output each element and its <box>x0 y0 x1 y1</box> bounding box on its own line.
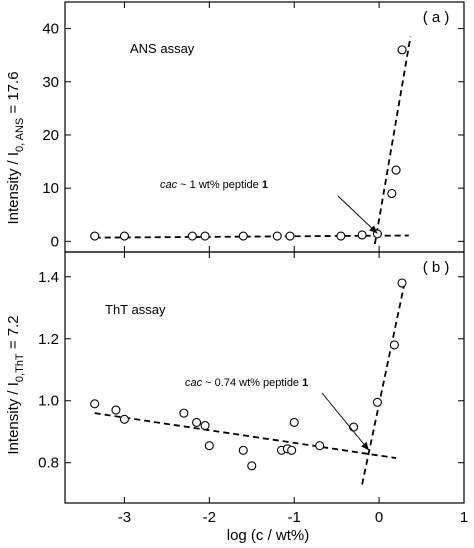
data-point <box>397 278 407 288</box>
fit-line <box>94 412 397 459</box>
y-tick-label: 0.8 <box>38 455 59 472</box>
data-point <box>315 441 325 451</box>
cac-arrow <box>337 195 378 234</box>
assay-label: ANS assay <box>130 41 195 56</box>
data-point <box>204 441 214 451</box>
data-point <box>372 397 382 407</box>
panel-a: 0 10 20 30 40 ( a ) ANS assay cac ~ 1 wt% pepti… <box>42 1 465 253</box>
x-tick-label: 0 <box>375 509 383 526</box>
data-point <box>200 420 210 431</box>
data-point <box>387 188 397 199</box>
x-tick-label: -1 <box>288 509 301 526</box>
data-point <box>179 408 189 418</box>
data-point <box>349 422 359 432</box>
plot-frame <box>64 1 465 253</box>
data-point <box>247 461 257 471</box>
y-tick-label: 0 <box>51 233 59 250</box>
cac-annotation: cac ~ 0.74 wt% peptide 1 <box>185 377 308 389</box>
data-point <box>287 445 297 455</box>
fit-line <box>94 234 409 239</box>
data-point <box>397 45 407 55</box>
shared-x-axis: -3 -2 -1 0 1 <box>118 509 468 526</box>
x-tick-label: 1 <box>460 509 468 526</box>
y-axis-label-b: Intensity / I0,ThT = 7.2 <box>5 315 26 454</box>
fit-line <box>373 36 412 245</box>
data-point <box>336 231 346 241</box>
y-tick-label: 40 <box>42 21 59 38</box>
y-axis-label-a: Intensity / I0, ANS = 17.6 <box>5 71 26 224</box>
data-point <box>272 231 282 241</box>
data-point <box>238 445 248 455</box>
panel-tag: ( a ) <box>423 9 450 26</box>
cac-arrowhead <box>369 225 378 234</box>
y-tick-label: 20 <box>42 127 59 144</box>
y-tick-label: 30 <box>42 74 59 91</box>
data-point <box>90 399 100 409</box>
data-point <box>238 231 248 241</box>
data-point <box>119 414 129 424</box>
data-point <box>90 231 100 241</box>
y-tick-label: 1.2 <box>38 331 59 348</box>
cac-arrow <box>321 392 370 451</box>
assay-label: ThT assay <box>105 302 166 317</box>
data-point <box>285 231 295 241</box>
data-point <box>391 165 401 175</box>
data-point <box>357 230 367 240</box>
plot-frame <box>64 251 465 504</box>
data-point <box>119 231 129 241</box>
x-tick-label: -3 <box>118 509 131 526</box>
x-axis-label: log (c / wt%) <box>227 527 310 544</box>
data-point <box>192 417 202 427</box>
x-tick-label: -2 <box>203 509 216 526</box>
panel-b: 0.8 1.0 1.2 1.4 ( b ) ThT assay cac ~ 0.74 wt%… <box>38 251 465 504</box>
y-tick-label: 1.0 <box>38 393 59 410</box>
data-point <box>187 231 197 241</box>
y-tick-label: 10 <box>42 180 59 197</box>
cac-arrowhead <box>361 441 369 451</box>
panel-tag: ( b ) <box>423 259 450 276</box>
data-point <box>200 231 210 241</box>
data-point <box>111 405 121 415</box>
fit-line <box>361 282 406 485</box>
data-point <box>389 340 399 350</box>
cac-annotation: cac ~ 1 wt% peptide 1 <box>160 179 268 191</box>
y-tick-label: 1.4 <box>38 269 59 286</box>
data-point <box>289 417 299 427</box>
